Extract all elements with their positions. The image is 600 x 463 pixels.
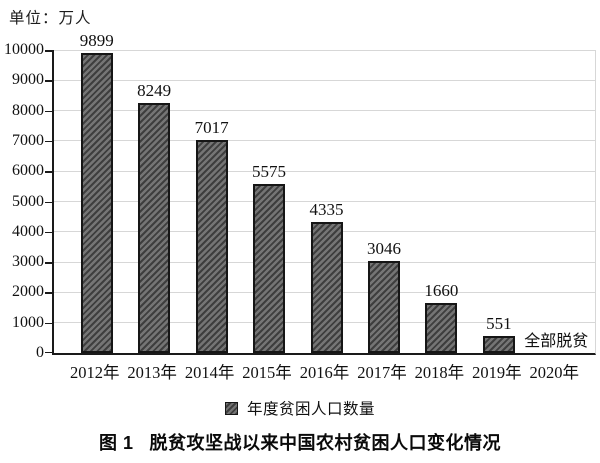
figure-title: 脱贫攻坚战以来中国农村贫困人口变化情况 xyxy=(149,433,501,453)
figure-number: 图 1 xyxy=(98,433,134,453)
bar-value-label: 1660 xyxy=(424,281,459,300)
x-tick-label: 2012年 xyxy=(69,363,120,382)
x-tick-label: 2016年 xyxy=(299,363,350,382)
gridline-6000 xyxy=(54,170,595,172)
x-tick-label: 2014年 xyxy=(184,363,235,382)
x-tick-label: 2018年 xyxy=(414,363,465,382)
y-tick-5000 xyxy=(45,201,54,203)
plot-area: 9899 8249 7017 5575 4335 3046 1660 551 全部脱贫 xyxy=(45,32,596,355)
legend: 年度贫困人口数量 xyxy=(0,397,600,419)
bar-value-label: 5575 xyxy=(252,162,287,181)
y-tick-label: 2000 xyxy=(12,283,44,301)
y-tick-label: 9000 xyxy=(12,71,44,89)
y-tick-10000 xyxy=(45,50,54,52)
bar-value-label: 9899 xyxy=(79,31,114,50)
y-tick-label: 6000 xyxy=(12,162,44,180)
bar-value-label: 3046 xyxy=(366,239,401,258)
bar-2016年 xyxy=(310,222,343,353)
y-tick-label: 10000 xyxy=(4,41,44,58)
unit-label: 单位：万人 xyxy=(9,10,92,27)
x-tick-label: 2015年 xyxy=(242,363,292,382)
bar-2018年 xyxy=(425,303,458,353)
bar-value-label: 7017 xyxy=(194,118,229,137)
y-tick-9000 xyxy=(45,80,54,82)
y-tick-label: 1000 xyxy=(12,313,44,331)
gridline-5000 xyxy=(54,201,595,202)
bar-2012年 xyxy=(80,53,113,353)
y-tick-label: 4000 xyxy=(12,222,44,240)
y-tick-3000 xyxy=(45,262,54,264)
bar-2013年 xyxy=(138,103,171,353)
y-tick-label: 8000 xyxy=(12,101,44,119)
x-tick-label: 2013年 xyxy=(127,363,177,382)
gridline-9000 xyxy=(54,79,595,81)
x-tick-label: 2017年 xyxy=(357,363,407,382)
bar-value-label: 4335 xyxy=(309,200,344,219)
y-tick-label: 7000 xyxy=(12,131,44,149)
y-tick-label: 3000 xyxy=(12,253,44,271)
gridline-7000 xyxy=(54,140,595,142)
gridline-10000 xyxy=(54,49,595,51)
bar-value-label: 551 xyxy=(486,314,512,333)
bar-2019年 xyxy=(482,336,515,353)
y-tick-6000 xyxy=(45,171,54,173)
y-tick-1000 xyxy=(45,322,54,325)
x-tick-label: 2019年 xyxy=(472,363,522,382)
figure-caption: 图 1 脱贫攻坚战以来中国农村贫困人口变化情况 xyxy=(0,429,600,455)
gridline-8000 xyxy=(54,110,595,112)
annotation-label: 全部脱贫 xyxy=(524,333,589,350)
y-tick-2000 xyxy=(45,292,54,294)
legend-swatch-icon xyxy=(224,401,238,415)
bar-value-label: 8249 xyxy=(137,81,172,100)
legend-label: 年度贫困人口数量 xyxy=(246,401,375,418)
bar-2015年 xyxy=(253,184,286,353)
y-tick-7000 xyxy=(45,140,54,143)
y-tick-8000 xyxy=(45,110,54,113)
bar-2014年 xyxy=(195,140,228,353)
y-tick-label: 5000 xyxy=(12,192,44,210)
y-tick-0 xyxy=(45,351,54,353)
y-tick-label: 0 xyxy=(36,344,44,361)
bar-2017年 xyxy=(367,261,400,353)
y-tick-4000 xyxy=(45,231,54,234)
x-tick-label: 2020年 xyxy=(529,363,580,382)
